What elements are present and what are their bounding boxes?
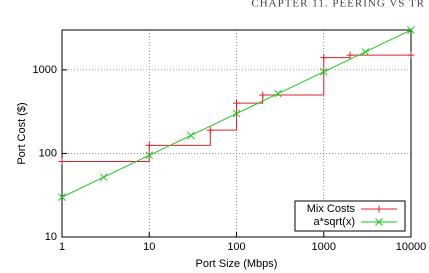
legend-box — [294, 200, 406, 232]
marker-stroke — [407, 26, 415, 34]
data-point — [145, 141, 153, 149]
data-point — [407, 26, 415, 34]
y-axis-label: Port Cost ($) — [16, 102, 28, 164]
y-tick-label: 10 — [45, 231, 57, 243]
marker-stroke — [187, 131, 195, 140]
x-tick-label: 10 — [143, 241, 155, 253]
data-point — [320, 54, 328, 62]
x-axis-label: Port Size (Mbps) — [196, 258, 278, 270]
marker-stroke — [375, 218, 383, 226]
series-line — [62, 54, 411, 163]
marker-stroke — [58, 193, 66, 201]
x-tick-label: 1 — [59, 241, 65, 253]
data-point — [145, 151, 154, 160]
marker-stroke — [319, 67, 328, 76]
legend-label: Mix Costs — [307, 203, 356, 215]
legend-marker — [375, 205, 383, 213]
data-point — [319, 67, 328, 76]
data-point — [187, 131, 195, 140]
data-point — [274, 89, 282, 98]
y-tick-label: 1000 — [33, 64, 57, 76]
marker-stroke — [274, 89, 282, 98]
data-point — [206, 126, 214, 134]
data-point — [361, 47, 370, 56]
data-point — [99, 173, 108, 182]
data-point — [259, 91, 267, 99]
data-point — [233, 99, 240, 107]
x-tick-label: 10000 — [396, 241, 427, 253]
legend-label: a*sqrt(x) — [313, 216, 355, 228]
page-header: CHAPTER 11. PEERING VS TR — [251, 0, 425, 10]
marker-stroke — [99, 173, 108, 182]
x-tick-label: 1000 — [312, 241, 336, 253]
data-point — [407, 51, 415, 59]
legend-marker — [375, 218, 383, 226]
data-point — [346, 51, 354, 59]
marker-stroke — [145, 151, 154, 160]
marker-stroke — [232, 109, 241, 118]
data-point — [232, 109, 241, 118]
y-tick-label: 100 — [39, 147, 57, 159]
marker-stroke — [361, 47, 370, 56]
plot-frame — [61, 29, 412, 238]
x-tick-label: 100 — [227, 241, 245, 253]
data-point — [58, 158, 66, 166]
data-point — [58, 193, 66, 201]
